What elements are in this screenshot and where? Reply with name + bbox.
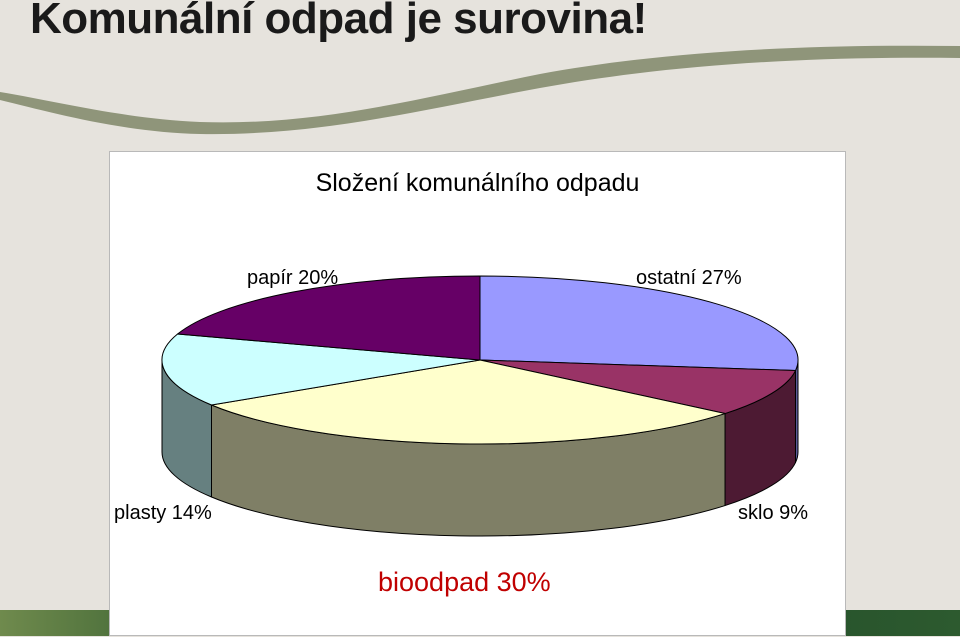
slice-label-bioodpad: bioodpad 30% <box>378 567 551 597</box>
slide-title: Komunální odpad je surovina! <box>30 0 647 43</box>
pie-slice-bioodpad <box>211 359 726 445</box>
pie-chart <box>161 275 799 537</box>
slice-label-sklo: sklo 9% <box>738 502 809 524</box>
slice-label-plasty: plasty 14% <box>114 502 212 524</box>
pie-slice-papir <box>177 275 481 361</box>
slice-label-papir: papír 20% <box>247 267 339 289</box>
pie-slice-ostatni <box>479 275 799 372</box>
slice-label-ostatni: ostatní 27% <box>636 267 742 289</box>
decorative-swoosh <box>0 45 960 135</box>
chart-panel: Složení komunálního odpadu papír 20% ost… <box>109 151 846 636</box>
chart-title: Složení komunálního odpadu <box>315 169 640 197</box>
pie-slice-plasty <box>161 333 481 406</box>
pie-slice-sklo <box>479 359 796 415</box>
